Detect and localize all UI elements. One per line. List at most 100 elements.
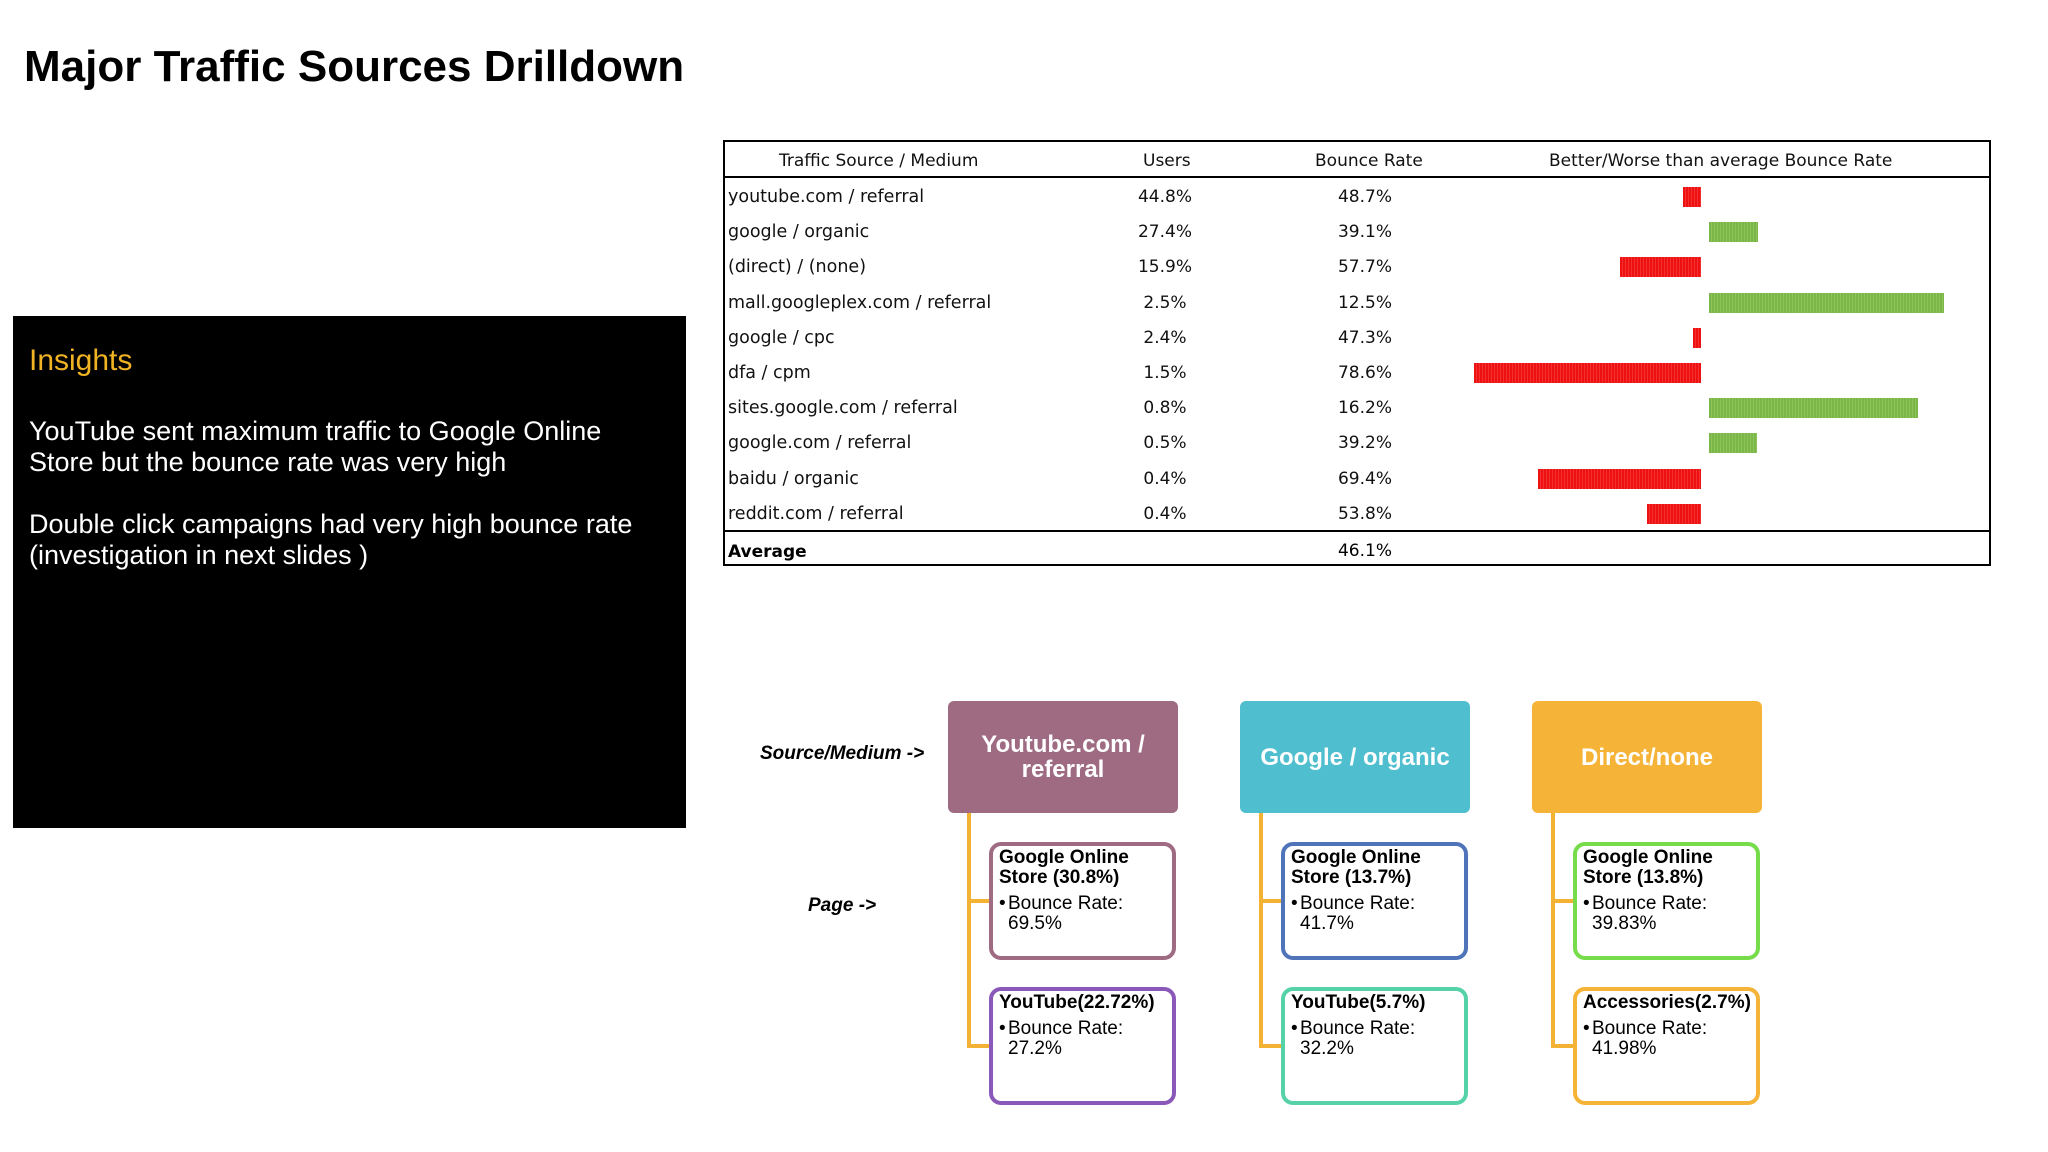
- cell-bounce-rate: 69.4%: [1337, 468, 1392, 489]
- bounce-rate-label: Bounce Rate:: [1008, 1018, 1124, 1039]
- bounce-rate-label: Bounce Rate:: [1300, 893, 1416, 914]
- average-label: Average: [728, 542, 807, 562]
- worse-than-average-bar: [1682, 187, 1701, 207]
- cell-bounce-rate: 48.7%: [1337, 187, 1392, 207]
- comparison-bar-cell: [1465, 354, 1985, 389]
- bounce-rate-bullet: • Bounce Rate:: [1291, 894, 1458, 914]
- source-medium-box: Youtube.com / referral: [948, 701, 1178, 813]
- cell-users: 2.4%: [1143, 327, 1187, 348]
- bounce-rate-label: Bounce Rate:: [1592, 1018, 1708, 1039]
- cell-users: 1.5%: [1143, 363, 1187, 383]
- bullet-icon: •: [1291, 893, 1298, 914]
- table-row: google.com / referral 0.5% 39.2%: [725, 424, 1989, 459]
- insight-paragraph: Double click campaigns had very high bou…: [29, 509, 633, 570]
- connector-line: [1259, 899, 1285, 903]
- table-row: google / cpc 2.4% 47.3%: [725, 319, 1989, 354]
- insights-panel: Insights YouTube sent maximum traffic to…: [13, 316, 686, 828]
- cell-traffic-source: google / organic: [728, 222, 870, 243]
- bounce-rate-value: 41.98%: [1592, 1038, 1657, 1059]
- page-name: Google Online Store (13.7%): [1291, 847, 1421, 888]
- bullet-icon: •: [1291, 1018, 1298, 1039]
- cell-traffic-source: mall.googleplex.com / referral: [728, 292, 992, 313]
- cell-users: 0.5%: [1143, 433, 1187, 454]
- source-medium-label: Google / organic: [1260, 743, 1450, 771]
- connector-line: [1551, 1044, 1577, 1048]
- source-medium-label: Youtube.com / referral: [981, 731, 1145, 783]
- table-row: youtube.com / referral 44.8% 48.7%: [725, 178, 1989, 213]
- cell-bounce-rate: 47.3%: [1337, 327, 1392, 348]
- cell-bounce-rate: 78.6%: [1337, 363, 1392, 383]
- comparison-bar-cell: [1465, 248, 1985, 283]
- bounce-rate-value: 32.2%: [1300, 1038, 1354, 1059]
- connector-line: [967, 899, 993, 903]
- connector-line: [967, 813, 971, 1048]
- cell-traffic-source: reddit.com / referral: [728, 503, 904, 524]
- page-name: Google Online Store (30.8%): [999, 847, 1129, 888]
- cell-bounce-rate: 12.5%: [1337, 292, 1392, 313]
- cell-users: 0.4%: [1143, 503, 1187, 524]
- connector-line: [1259, 1044, 1285, 1048]
- source-medium-label: Direct/none: [1580, 743, 1714, 771]
- table-row: reddit.com / referral 0.4% 53.8%: [725, 495, 1989, 530]
- page-box: YouTube(5.7%) • Bounce Rate: 32.2%: [1281, 987, 1468, 1105]
- bullet-icon: •: [1583, 893, 1590, 914]
- average-bounce-rate: 46.1%: [1337, 541, 1392, 561]
- table-body: youtube.com / referral 44.8% 48.7% google /…: [725, 178, 1989, 530]
- comparison-bar-cell: [1465, 319, 1985, 354]
- cell-traffic-source: sites.google.com / referral: [728, 398, 958, 419]
- connector-line: [1551, 899, 1577, 903]
- better-than-average-bar: [1709, 398, 1919, 419]
- page-box: Google Online Store (13.8%) • Bounce Rate:…: [1573, 842, 1760, 960]
- cell-traffic-source: baidu / organic: [728, 468, 859, 489]
- cell-bounce-rate: 57.7%: [1337, 257, 1392, 278]
- worse-than-average-bar: [1692, 327, 1701, 348]
- cell-users: 2.5%: [1143, 292, 1187, 313]
- page-title: Major Traffic Sources Drilldown: [24, 42, 685, 91]
- bounce-rate-bullet: • Bounce Rate:: [1583, 1019, 1750, 1039]
- page-box: Google Online Store (30.8%) • Bounce Rate:…: [989, 842, 1176, 960]
- page-name: Google Online Store (13.8%): [1583, 847, 1713, 888]
- comparison-bar-cell: [1465, 178, 1985, 213]
- table-row: mall.googleplex.com / referral 2.5% 12.5%: [725, 284, 1989, 319]
- connector-line: [1259, 813, 1263, 1048]
- bullet-icon: •: [1583, 1018, 1590, 1039]
- cell-users: 0.8%: [1143, 398, 1187, 419]
- table-header: Traffic Source / Medium Users Bounce Rat…: [725, 142, 1989, 178]
- connector-line: [1551, 813, 1555, 1048]
- table-row: google / organic 27.4% 39.1%: [725, 213, 1989, 248]
- worse-than-average-bar: [1619, 257, 1701, 278]
- comparison-bar-cell: [1465, 284, 1985, 319]
- comparison-bar-cell: [1465, 424, 1985, 459]
- bounce-rate-label: Bounce Rate:: [1008, 893, 1124, 914]
- worse-than-average-bar: [1647, 503, 1701, 524]
- page-box: Accessories(2.7%) • Bounce Rate: 41.98%: [1573, 987, 1760, 1105]
- bounce-rate-bullet: • Bounce Rate:: [1583, 894, 1750, 914]
- worse-than-average-bar: [1473, 363, 1701, 383]
- page-name: Accessories(2.7%): [1583, 992, 1751, 1013]
- table-row: dfa / cpm 1.5% 78.6%: [725, 354, 1989, 389]
- cell-users: 15.9%: [1137, 257, 1192, 278]
- comparison-bar-cell: [1465, 213, 1985, 248]
- source-medium-row-label: Source/Medium ->: [760, 743, 925, 764]
- cell-users: 44.8%: [1137, 187, 1192, 207]
- cell-traffic-source: google.com / referral: [728, 433, 912, 454]
- bounce-rate-value: 39.83%: [1592, 913, 1657, 934]
- cell-traffic-source: google / cpc: [728, 327, 835, 348]
- bounce-rate-bullet: • Bounce Rate:: [1291, 1019, 1458, 1039]
- better-than-average-bar: [1709, 292, 1945, 313]
- table-row: (direct) / (none) 15.9% 57.7%: [725, 248, 1989, 283]
- column-header-source: Traffic Source / Medium: [779, 151, 979, 171]
- source-medium-box: Direct/none: [1532, 701, 1762, 813]
- cell-traffic-source: youtube.com / referral: [728, 187, 925, 207]
- bounce-rate-value: 27.2%: [1008, 1038, 1062, 1059]
- cell-traffic-source: dfa / cpm: [728, 363, 811, 383]
- table-row: sites.google.com / referral 0.8% 16.2%: [725, 389, 1989, 424]
- comparison-bar-cell: [1465, 389, 1985, 424]
- page-name: YouTube(5.7%): [1291, 992, 1426, 1013]
- table-footer-average: Average 46.1%: [725, 530, 1989, 566]
- bounce-rate-value: 69.5%: [1008, 913, 1062, 934]
- page-box: Google Online Store (13.7%) • Bounce Rate:…: [1281, 842, 1468, 960]
- bounce-rate-bullet: • Bounce Rate:: [999, 1019, 1166, 1039]
- bounce-rate-label: Bounce Rate:: [1592, 893, 1708, 914]
- connector-line: [967, 1044, 993, 1048]
